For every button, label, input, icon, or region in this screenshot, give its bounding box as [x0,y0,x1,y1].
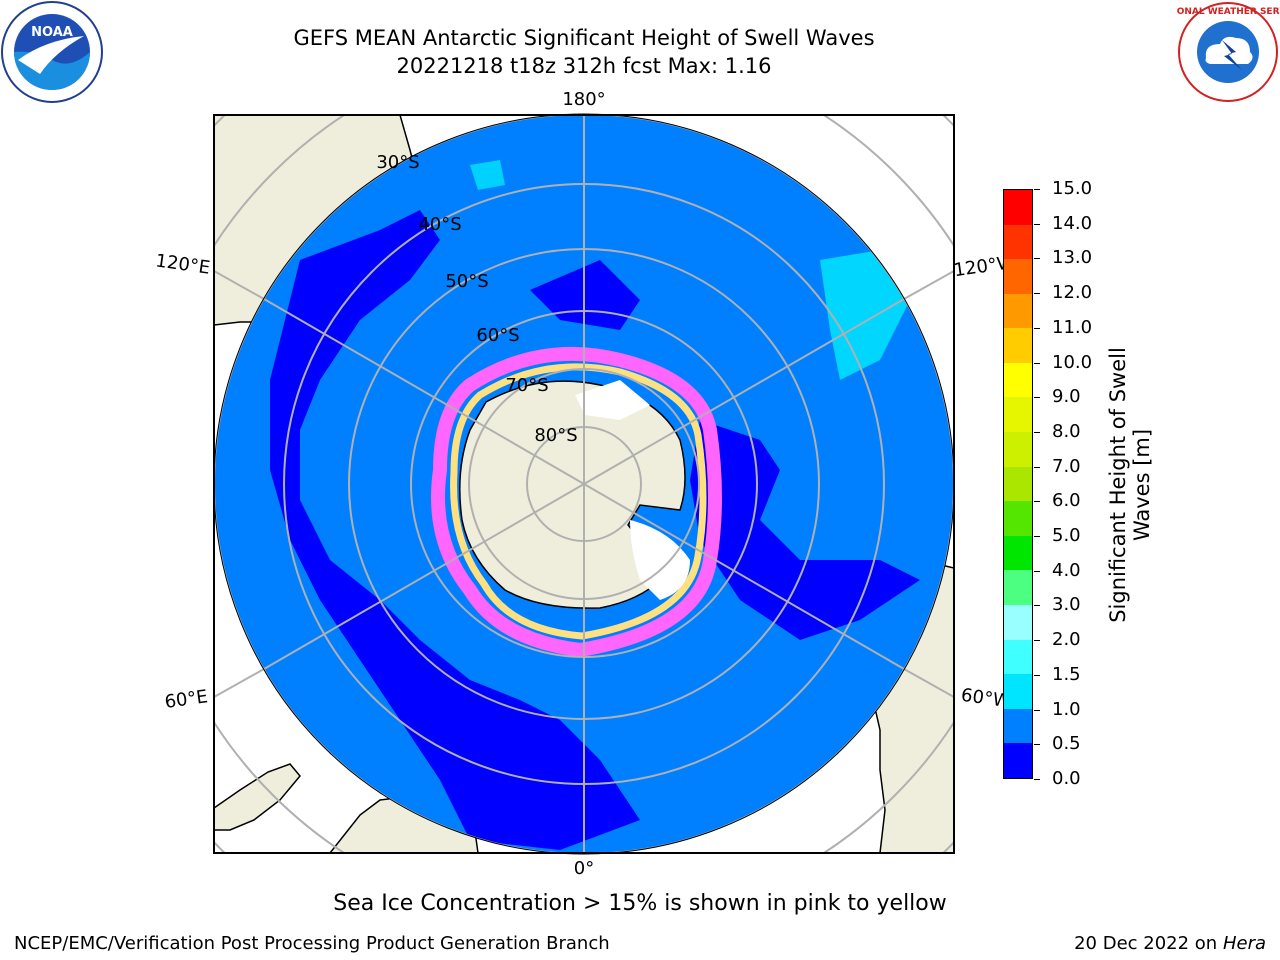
colorbar-tick-label: 1.5 [1052,663,1081,685]
lat-label-60s: 60°S [476,325,519,346]
colorbar-segment [1004,362,1032,398]
nws-logo-text: NATIONAL WEATHER SERVICE [1176,7,1280,17]
noaa-logo: NOAA [1,1,103,103]
colorbar-tick [1034,258,1040,260]
colorbar-tick-label: 5.0 [1052,525,1081,547]
colorbar-segment [1004,259,1032,294]
colorbar-tick-label: 15.0 [1052,178,1093,199]
colorbar-tick-label: 8.0 [1052,420,1081,442]
madagascar-land [214,763,301,831]
colorbar-segment [1004,328,1032,363]
colorbar-tick-label: 14.0 [1052,212,1093,234]
colorbar [1003,189,1033,779]
colorbar-segment [1004,743,1032,778]
sea-ice-ring [431,346,722,658]
nws-logo: NATIONAL WEATHER SERVICE [1176,2,1280,102]
colorbar-tick [1034,570,1040,572]
colorbar-segment [1004,639,1032,675]
colorbar-tick [1034,640,1040,642]
ice-shelf [630,520,690,600]
lat-label-40s: 40°S [418,214,461,235]
low-swell-region [270,210,640,850]
outer-graticule [214,115,954,853]
colorbar-tick-label: 2.0 [1052,629,1081,651]
colorbar-tick-label: 13.0 [1052,247,1093,269]
lat-label-50s: 50°S [445,271,488,292]
colorbar-segment [1004,466,1032,502]
chart-title: GEFS MEAN Antarctic Significant Height o… [293,26,875,50]
lat-label-80s: 80°S [534,425,577,446]
lon-label-180: 180° [562,89,605,110]
colorbar-tick-label: 7.0 [1052,455,1081,477]
colorbar-tick-label: 0.5 [1052,733,1081,755]
noaa-logo-text: NOAA [31,25,73,40]
colorbar-tick-label: 12.0 [1052,282,1093,304]
colorbar-tick [1034,223,1040,225]
light-swell-patch [820,250,910,380]
graticule [214,114,954,854]
colorbar-tick [1034,293,1040,295]
colorbar-segment [1004,501,1032,536]
colorbar-tick [1034,501,1040,503]
colorbar-tick-label: 6.0 [1052,490,1081,512]
lon-label-0: 0° [574,858,594,879]
machine-name: Hera [1222,933,1266,954]
colorbar-tick [1034,779,1040,780]
colorbar-tick-label: 11.0 [1052,316,1093,338]
colorbar-tick-label: 9.0 [1052,386,1081,408]
lat-label-70s: 70°S [505,375,548,396]
colorbar-segment [1004,432,1032,467]
colorbar-segment [1004,293,1032,329]
light-swell-patch-2 [470,160,505,190]
colorbar-tick-label: 1.0 [1052,698,1081,720]
chart-subtitle: 20221218 t18z 312h fcst Max: 1.16 [396,54,772,78]
colorbar-segment [1004,535,1032,571]
colorbar-title: Significant Height of Swell Waves [m] [1106,347,1154,623]
colorbar-title-line1: Significant Height of Swell [1106,347,1130,623]
colorbar-segment [1004,397,1032,433]
colorbar-title-line2: Waves [m] [1130,428,1154,542]
colorbar-tick-label: 3.0 [1052,594,1081,616]
map-frame [213,114,955,854]
colorbar-tick [1034,744,1040,746]
colorbar-tick-label: 10.0 [1052,351,1093,373]
colorbar-tick [1034,709,1040,711]
colorbar-tick [1034,605,1040,607]
colorbar-segment [1004,674,1032,709]
colorbar-tick [1034,189,1040,190]
lon-label-120e: 120°E [154,250,211,278]
colorbar-tick [1034,466,1040,468]
colorbar-tick-label: 4.0 [1052,559,1081,581]
colorbar-tick [1034,536,1040,538]
colorbar-tick [1034,397,1040,399]
colorbar-segment [1004,605,1032,640]
colorbar-tick [1034,362,1040,364]
ice-shelf-ross [575,380,650,420]
colorbar-segment [1004,189,1032,225]
date-credit: 20 Dec 2022 on Hera [1074,933,1266,954]
lon-label-60e: 60°E [163,686,209,713]
sea-ice-caption: Sea Ice Concentration > 15% is shown in … [333,891,947,916]
lat-label-30s: 30°S [376,152,419,173]
run-date: 20 Dec 2022 on [1074,933,1218,954]
producer-credit: NCEP/EMC/Verification Post Processing Pr… [14,933,610,954]
colorbar-tick [1034,674,1040,676]
colorbar-tick [1034,431,1040,433]
colorbar-segment [1004,708,1032,744]
colorbar-tick [1034,327,1040,329]
sea-ice-inner [450,363,707,640]
colorbar-tick-label: 0.0 [1052,768,1081,789]
colorbar-segment [1004,570,1032,606]
colorbar-segment [1004,224,1032,260]
low-swell-region-east [690,420,920,640]
